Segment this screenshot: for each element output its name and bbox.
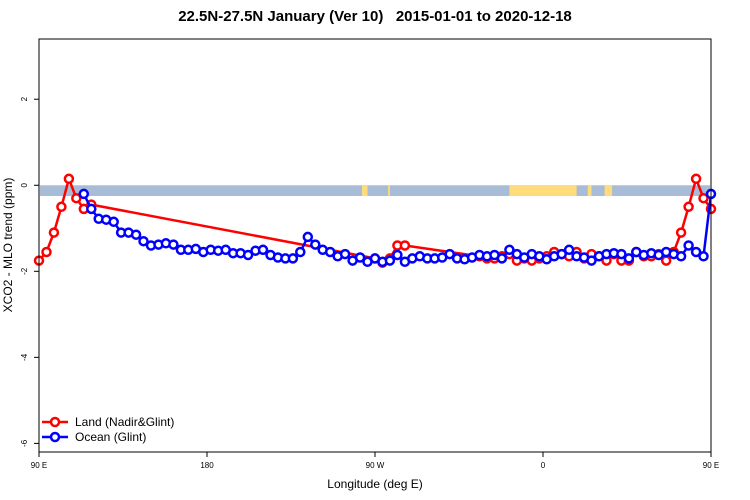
x-tick-label: 90 W xyxy=(366,461,385,470)
x-tick-label: 180 xyxy=(200,461,214,470)
land-band-segment xyxy=(587,185,592,197)
x-axis-label: Longitude (deg E) xyxy=(327,477,422,491)
land-data-point xyxy=(660,255,672,266)
ocean-data-point xyxy=(324,246,336,258)
y-tick-label: -2 xyxy=(20,267,29,275)
land-data-point xyxy=(63,173,75,185)
plot-frame xyxy=(38,38,712,453)
x-tick-label: 90 E xyxy=(703,461,719,470)
land-data-point xyxy=(71,192,82,204)
ocean-data-point xyxy=(242,249,254,261)
legend-ocean-label: Ocean (Glint) xyxy=(75,430,146,444)
ocean-data-point xyxy=(354,252,366,263)
legend-ocean-marker xyxy=(49,431,61,443)
ocean-data-point xyxy=(310,239,321,250)
y-axis: 2 0 -2 -4 -6 xyxy=(20,96,39,447)
land-band-segment xyxy=(388,185,390,197)
land-data-point xyxy=(698,192,709,204)
ocean-data-point xyxy=(287,253,299,264)
y-axis-label: XCO2 - MLO trend (ppm) xyxy=(1,178,15,313)
legend-land-label: Land (Nadir&Glint) xyxy=(75,415,174,429)
legend-land-marker xyxy=(49,416,61,428)
ocean-data-point xyxy=(616,248,627,260)
ocean-data-point xyxy=(384,255,396,266)
ocean-data-point xyxy=(295,246,306,258)
land-data-point xyxy=(41,246,52,258)
ocean-data-point xyxy=(496,253,508,264)
y-tick-label: -4 xyxy=(20,353,29,361)
ocean-data-point xyxy=(339,248,351,260)
ocean-data-point xyxy=(683,240,694,251)
land-band-segment xyxy=(604,185,613,197)
band-layer xyxy=(40,185,710,197)
y-tick-label: -6 xyxy=(20,439,29,447)
ocean-data-point xyxy=(86,203,97,215)
ocean-data-point xyxy=(138,235,149,247)
ocean-data-point xyxy=(168,239,179,250)
land-band-segment xyxy=(509,185,577,197)
ocean-band xyxy=(40,185,710,197)
land-data-point xyxy=(675,227,687,238)
ocean-data-point xyxy=(108,216,119,228)
land-data-point xyxy=(56,201,67,213)
land-data-point xyxy=(48,227,60,238)
ocean-data-point xyxy=(302,231,314,243)
ocean-data-point xyxy=(504,244,515,256)
ocean-data-point xyxy=(392,249,403,261)
land-data-point xyxy=(683,201,694,213)
ocean-data-point xyxy=(586,255,597,266)
ocean-data-point xyxy=(556,248,567,260)
ocean-data-point xyxy=(257,244,269,256)
ocean-data-point xyxy=(698,251,709,262)
ocean-data-point xyxy=(130,229,142,240)
ocean-data-point xyxy=(690,246,702,258)
chart-title: 22.5N-27.5N January (Ver 10) 2015-01-01 … xyxy=(178,8,572,25)
ocean-data-point xyxy=(563,244,575,256)
land-data-point xyxy=(690,173,702,185)
y-tick-label: 0 xyxy=(20,183,29,188)
land-data-point xyxy=(399,240,411,251)
x-tick-label: 0 xyxy=(541,461,546,470)
land-band-segment xyxy=(361,185,368,197)
legend: Land (Nadir&Glint) Ocean (Glint) xyxy=(42,415,174,444)
x-tick-label: 90 E xyxy=(31,461,47,470)
y-tick-label: 2 xyxy=(20,96,29,101)
series-layer xyxy=(33,173,717,268)
x-axis: 90 E 180 90 W 0 90 E xyxy=(31,452,719,470)
ocean-data-point xyxy=(444,248,455,260)
ocean-data-point xyxy=(623,253,635,264)
ocean-data-point xyxy=(78,188,90,200)
ocean-data-point xyxy=(675,251,687,262)
